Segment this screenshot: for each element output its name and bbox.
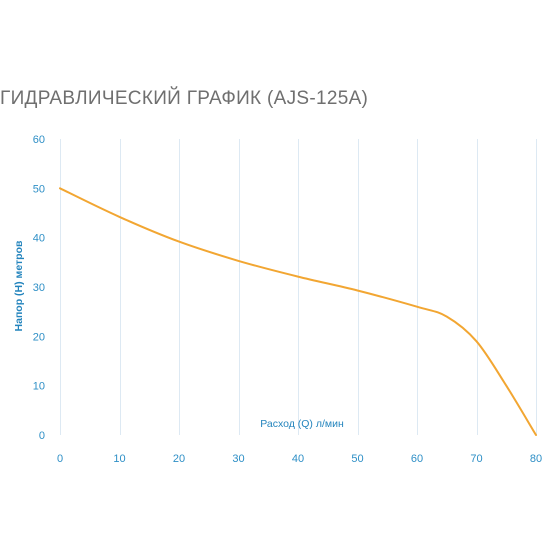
x-tick-label: 0 [57, 453, 63, 465]
x-tick-label: 60 [411, 453, 423, 465]
x-tick-labels: 0 10 20 30 40 50 60 70 80 [57, 453, 542, 465]
y-tick-label: 30 [33, 282, 45, 294]
x-tick-label: 40 [292, 453, 304, 465]
x-tick-label: 20 [173, 453, 185, 465]
y-tick-label: 50 [33, 183, 45, 195]
y-tick-labels: 0 10 20 30 40 50 60 [33, 134, 45, 442]
y-tick-label: 40 [33, 233, 45, 245]
y-tick-label: 10 [33, 381, 45, 393]
x-tick-label: 80 [530, 453, 542, 465]
series-line [59, 187, 537, 436]
y-tick-label: 20 [33, 331, 45, 343]
x-axis-label: Расход (Q) л/мин [260, 418, 344, 430]
grid-layer [60, 139, 537, 435]
y-tick-label: 0 [39, 430, 45, 442]
y-axis-label: Напор (H) метров [13, 240, 25, 331]
x-tick-label: 30 [232, 453, 244, 465]
x-tick-label: 10 [113, 453, 125, 465]
x-tick-label: 70 [470, 453, 482, 465]
chart-title: ГИДРАВЛИЧЕСКИЙ ГРАФИК (AJS-125A) [0, 88, 369, 109]
y-tick-label: 60 [33, 134, 45, 146]
x-tick-label: 50 [351, 453, 363, 465]
